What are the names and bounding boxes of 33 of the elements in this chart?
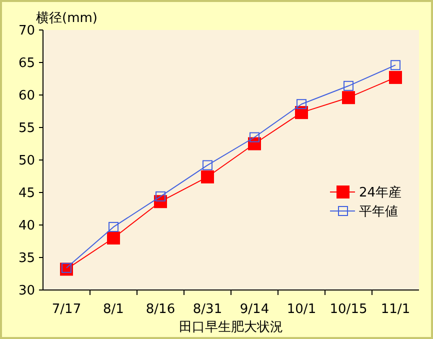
y-tick-label: 40 <box>18 218 35 234</box>
x-tick-label: 9/14 <box>240 302 270 317</box>
y-axis-title: 横径(mm) <box>36 11 98 26</box>
point <box>107 232 120 244</box>
point <box>250 132 260 142</box>
y-tick-label: 45 <box>18 186 35 202</box>
point <box>62 262 72 273</box>
x-axis-title: 田口早生肥大状況 <box>179 320 283 335</box>
x-tick-label: 8/16 <box>146 302 176 317</box>
y-tick-label: 55 <box>18 121 35 136</box>
point <box>296 99 306 110</box>
point <box>344 80 354 91</box>
point <box>389 70 402 84</box>
legend-label: 平年値 <box>359 204 398 220</box>
y-tick-label: 60 <box>18 88 35 104</box>
x-tick-label: 7/17 <box>52 302 82 317</box>
point <box>201 170 214 184</box>
x-tick-label: 8/1 <box>103 302 124 317</box>
x-tick-label: 8/31 <box>192 302 222 317</box>
x-tick-label: 10/1 <box>286 302 316 317</box>
legend-label: 24年産 <box>359 184 402 201</box>
y-tick-label: 50 <box>18 154 35 169</box>
point <box>108 222 118 232</box>
point <box>342 91 355 104</box>
y-tick-label: 70 <box>18 24 35 39</box>
y-tick-label: 65 <box>18 56 35 72</box>
point <box>202 160 212 170</box>
y-tick-label: 35 <box>18 251 35 266</box>
point <box>156 191 166 202</box>
point <box>390 60 400 70</box>
y-tick-label: 30 <box>18 284 35 299</box>
x-tick-label: 11/1 <box>380 302 410 317</box>
x-tick-label: 10/15 <box>330 302 368 317</box>
